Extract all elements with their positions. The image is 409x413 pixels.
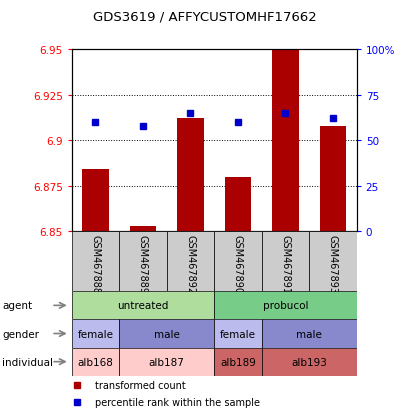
Text: GSM467893: GSM467893 [327,234,337,293]
Text: alb189: alb189 [220,357,255,367]
Bar [261,232,308,292]
Text: female: female [77,329,113,339]
Bar [82,170,108,232]
Text: male: male [296,329,321,339]
Bar [72,320,119,348]
Bar [213,292,356,320]
Bar [261,348,356,376]
Bar [213,348,261,376]
Bar [119,348,213,376]
Bar [308,232,356,292]
Bar [72,292,213,320]
Bar [213,320,261,348]
Bar [72,232,119,292]
Bar [166,232,213,292]
Bar [225,177,250,232]
Text: transformed count: transformed count [94,380,185,389]
Bar [272,50,298,232]
Text: GSM467889: GSM467889 [138,234,148,293]
Bar [261,320,356,348]
Text: gender: gender [2,329,39,339]
Text: probucol: probucol [262,301,308,311]
Text: untreated: untreated [117,301,168,311]
Bar [319,126,345,232]
Bar [119,232,166,292]
Text: GSM467890: GSM467890 [232,234,243,293]
Bar [72,348,119,376]
Text: male: male [153,329,179,339]
Text: GSM467891: GSM467891 [280,234,290,293]
Text: individual: individual [2,357,53,367]
Text: GSM467888: GSM467888 [90,234,100,293]
Bar [130,226,156,232]
Bar [213,232,261,292]
Text: percentile rank within the sample: percentile rank within the sample [94,397,259,407]
Bar [119,320,213,348]
Text: alb193: alb193 [290,357,326,367]
Text: female: female [220,329,255,339]
Text: agent: agent [2,301,32,311]
Text: alb168: alb168 [77,357,113,367]
Text: GDS3619 / AFFYCUSTOMHF17662: GDS3619 / AFFYCUSTOMHF17662 [93,10,316,23]
Text: GSM467892: GSM467892 [185,234,195,293]
Bar [177,119,203,232]
Text: alb187: alb187 [148,357,184,367]
